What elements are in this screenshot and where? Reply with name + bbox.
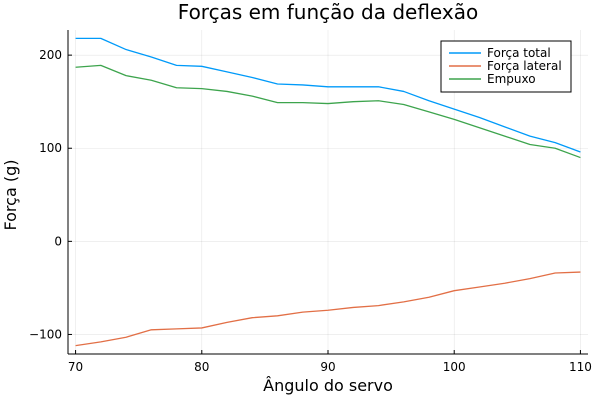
legend-label: Força total: [487, 46, 551, 60]
legend-label: Força lateral: [487, 59, 562, 73]
chart-title: Forças em função da deflexão: [178, 0, 478, 24]
x-tick-label: 100: [443, 360, 466, 374]
y-tick-label: 0: [54, 234, 62, 248]
x-tick-label: 110: [569, 360, 592, 374]
y-tick-label: 100: [39, 141, 62, 155]
legend-label: Empuxo: [487, 72, 536, 86]
tick-labels: 70 80 90 100 110 −100 0 100 200: [29, 48, 592, 374]
y-tick-label: 200: [39, 48, 62, 62]
x-tick-label: 70: [68, 360, 83, 374]
series-line-3: [75, 64, 581, 159]
axes: [67, 30, 588, 355]
series-lines: [75, 37, 581, 347]
x-axis-title: Ângulo do servo: [263, 376, 393, 395]
x-tick-label: 90: [320, 360, 335, 374]
series-line-2: [75, 271, 581, 347]
x-tick-label: 80: [194, 360, 209, 374]
y-tick-label: −100: [29, 327, 62, 341]
y-axis-title: Força (g): [1, 160, 20, 231]
series-line-1: [75, 37, 581, 153]
